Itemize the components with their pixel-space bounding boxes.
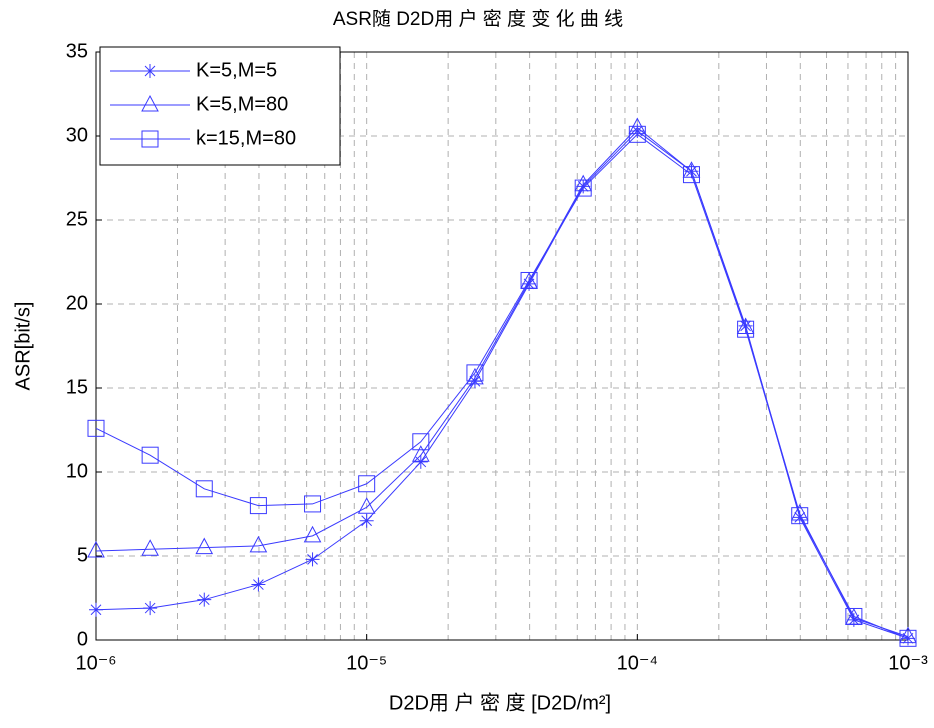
marker (899, 626, 917, 644)
marker (737, 320, 755, 338)
marker (249, 497, 267, 515)
y-tick-label: 35 (66, 40, 88, 62)
legend-box (99, 46, 341, 166)
chart-title: ASR随 D2D用 户 密 度 变 化 曲 线 (333, 8, 623, 30)
marker (249, 535, 268, 553)
marker (466, 367, 484, 385)
marker (846, 612, 861, 627)
y-tick-label: 25 (66, 208, 88, 230)
marker (303, 525, 322, 543)
marker (522, 276, 537, 291)
legend-label: k=15,M=80 (196, 127, 296, 149)
marker (357, 497, 376, 514)
marker (87, 540, 105, 558)
marker (359, 513, 374, 528)
marker (628, 125, 646, 143)
x-axis-label: D2D用 户 密 度 [D2D/m²] (389, 691, 611, 714)
x-tick-label: 10⁻⁶ (75, 652, 116, 674)
marker (736, 317, 755, 335)
legend-label: K=5,M=5 (196, 59, 277, 81)
marker (195, 537, 214, 555)
y-tick-label: 20 (66, 292, 88, 314)
marker (143, 64, 157, 78)
marker (738, 318, 753, 333)
y-tick-label: 30 (66, 124, 88, 146)
marker (845, 607, 863, 625)
marker (682, 161, 701, 178)
marker (141, 130, 159, 148)
marker (195, 480, 213, 498)
marker (411, 445, 430, 462)
y-tick-label: 10 (66, 460, 88, 482)
marker (143, 601, 158, 616)
marker (412, 433, 430, 451)
marker (141, 539, 159, 556)
marker (790, 503, 809, 521)
marker (630, 123, 645, 138)
marker (141, 94, 159, 112)
marker (574, 179, 592, 197)
marker (304, 495, 322, 513)
legend-label: K=5,M=80 (196, 93, 288, 115)
y-tick-label: 5 (77, 544, 88, 566)
series-line (95, 133, 909, 639)
marker (305, 552, 320, 567)
marker (89, 602, 103, 617)
marker (791, 507, 809, 525)
plot-frame (95, 51, 909, 641)
marker (899, 629, 917, 647)
x-tick-label: 10⁻⁴ (617, 652, 658, 674)
y-tick-label: 0 (77, 628, 88, 650)
marker (574, 174, 593, 192)
marker (682, 166, 700, 184)
marker (87, 419, 105, 437)
marker (197, 592, 212, 607)
y-axis-label: ASR[bit/s] (12, 302, 34, 391)
marker (792, 510, 807, 525)
marker (576, 179, 591, 194)
y-tick-label: 15 (66, 376, 88, 398)
x-tick-label: 10⁻⁵ (346, 652, 387, 674)
marker (358, 475, 376, 493)
marker (413, 454, 428, 469)
marker (141, 446, 159, 464)
x-tick-label: 10⁻³ (888, 652, 928, 674)
marker (466, 364, 484, 382)
marker (251, 577, 266, 592)
marker (520, 271, 538, 289)
